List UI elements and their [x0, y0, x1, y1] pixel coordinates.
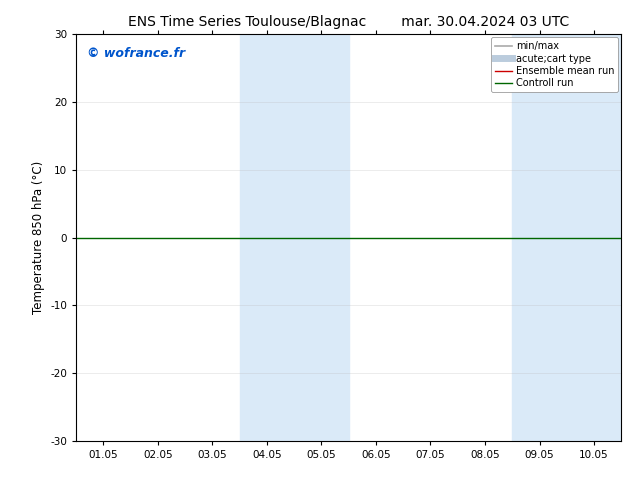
Text: © wofrance.fr: © wofrance.fr: [87, 47, 185, 59]
Y-axis label: Temperature 850 hPa (°C): Temperature 850 hPa (°C): [32, 161, 44, 314]
Title: ENS Time Series Toulouse/Blagnac        mar. 30.04.2024 03 UTC: ENS Time Series Toulouse/Blagnac mar. 30…: [128, 15, 569, 29]
Bar: [512, 34, 621, 441]
Bar: [240, 34, 349, 441]
Legend: min/max, acute;cart type, Ensemble mean run, Controll run: min/max, acute;cart type, Ensemble mean …: [491, 37, 618, 92]
